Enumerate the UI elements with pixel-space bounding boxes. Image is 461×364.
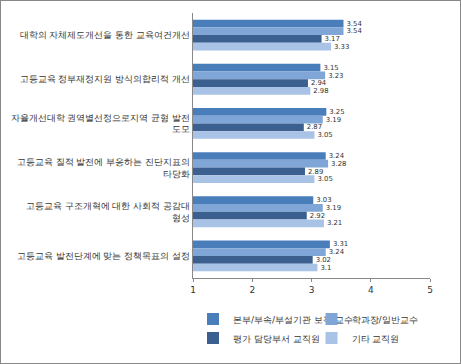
svg-text:평가 담당부서 교직원: 평가 담당부서 교직원 [233, 334, 320, 344]
svg-text:고등교육 정부재정지원 방식의합리적 개선: 고등교육 정부재정지원 방식의합리적 개선 [20, 74, 191, 84]
svg-text:3: 3 [309, 285, 315, 295]
svg-text:3.17: 3.17 [325, 35, 340, 43]
svg-text:3.33: 3.33 [334, 43, 349, 51]
svg-text:기타 교직원: 기타 교직원 [352, 334, 400, 344]
svg-text:본부/부속/부설기관 보직 교수: 본부/부속/부설기관 보직 교수 [233, 314, 353, 325]
svg-text:3.24: 3.24 [329, 152, 344, 160]
svg-text:5: 5 [427, 285, 433, 295]
svg-text:3.19: 3.19 [326, 116, 341, 124]
svg-text:3.23: 3.23 [328, 72, 343, 80]
svg-text:3.25: 3.25 [329, 108, 344, 116]
svg-text:3.54: 3.54 [346, 20, 361, 28]
svg-text:대학의 자체제도개선을 통한 교육여건개선: 대학의 자체제도개선을 통한 교육여건개선 [20, 30, 191, 40]
svg-text:학과장/일반교수: 학과장/일반교수 [352, 315, 418, 325]
svg-text:2.94: 2.94 [311, 79, 326, 87]
svg-text:2.87: 2.87 [307, 123, 322, 131]
svg-text:3.1: 3.1 [320, 264, 331, 272]
svg-text:3.19: 3.19 [326, 204, 341, 212]
svg-text:2.92: 2.92 [310, 212, 325, 220]
svg-text:3.54: 3.54 [347, 27, 362, 35]
svg-text:고등교육 발전단계에 맞는 정책목표의 설정: 고등교육 발전단계에 맞는 정책목표의 설정 [17, 251, 190, 261]
svg-text:3.02: 3.02 [316, 256, 331, 264]
svg-text:3.21: 3.21 [327, 219, 342, 227]
svg-text:고등교육 구조개혁에 대한 사회적 공감대형성: 고등교육 구조개혁에 대한 사회적 공감대형성 [26, 201, 190, 223]
svg-text:3.24: 3.24 [329, 248, 344, 256]
svg-text:3.15: 3.15 [323, 64, 338, 72]
svg-text:자율개선대학 권역별선정으로지역 균형 발전도모: 자율개선대학 권역별선정으로지역 균형 발전도모 [11, 113, 191, 135]
svg-text:2.89: 2.89 [308, 168, 323, 176]
svg-text:1: 1 [190, 285, 196, 295]
svg-text:3.31: 3.31 [333, 240, 348, 248]
svg-text:3.05: 3.05 [317, 175, 332, 183]
svg-text:3.03: 3.03 [316, 196, 331, 204]
svg-text:4: 4 [368, 285, 374, 295]
svg-text:3.05: 3.05 [317, 131, 332, 139]
svg-text:2: 2 [249, 285, 255, 295]
svg-text:3.28: 3.28 [331, 160, 346, 168]
svg-text:고등교육 질적 발전에 부응하는 진단지표의타당화: 고등교육 질적 발전에 부응하는 진단지표의타당화 [17, 157, 190, 179]
svg-text:2.98: 2.98 [313, 87, 328, 95]
